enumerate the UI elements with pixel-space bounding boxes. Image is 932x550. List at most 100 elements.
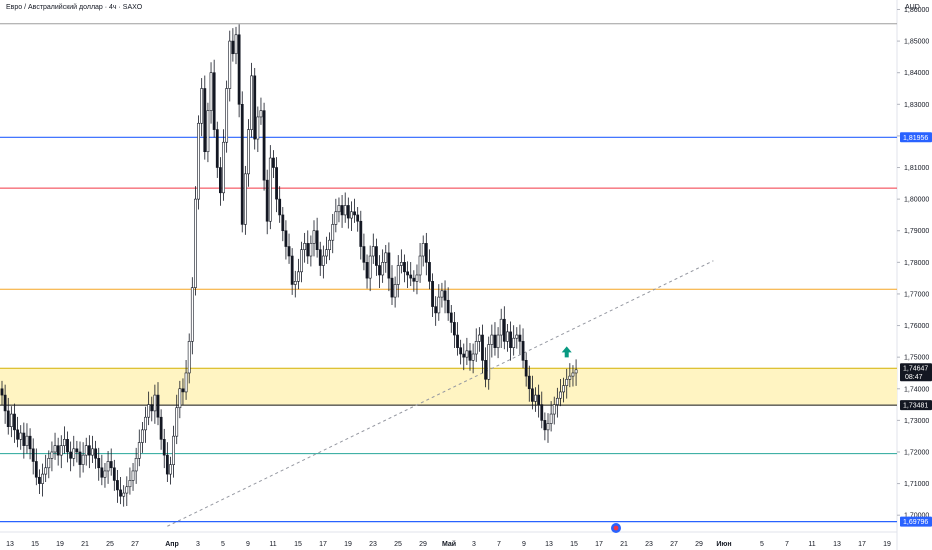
- candle-body: [41, 473, 44, 484]
- x-tick-label: 3: [196, 541, 200, 548]
- candle-body: [194, 198, 197, 288]
- candle-body: [456, 334, 459, 348]
- candle-body: [449, 312, 453, 323]
- candle-body: [443, 290, 447, 301]
- candle-body: [393, 284, 397, 298]
- candle-body: [340, 205, 344, 216]
- x-tick-label: 23: [369, 541, 377, 548]
- countdown-label: 08:47: [905, 374, 923, 381]
- candle-body: [131, 470, 135, 481]
- candle-body: [153, 394, 157, 412]
- x-tick-label: 25: [394, 541, 402, 548]
- candle-body: [353, 211, 356, 216]
- candle-body: [346, 205, 350, 219]
- x-tick-label: 13: [833, 541, 841, 548]
- candle-body: [403, 262, 406, 273]
- candle-body: [13, 413, 16, 431]
- candle-body: [0, 388, 4, 396]
- candle-body: [47, 458, 51, 469]
- candle-body: [303, 243, 307, 250]
- candle-body: [94, 448, 98, 459]
- candle-body: [178, 388, 182, 409]
- candle-body: [309, 243, 313, 257]
- candle-body: [284, 230, 288, 247]
- x-tick-label: 19: [883, 541, 891, 548]
- y-tick-label: 1,86000: [904, 7, 929, 14]
- candle-body: [219, 167, 222, 194]
- x-tick-label: Май: [442, 540, 456, 548]
- candle-body: [215, 129, 219, 168]
- candle-body: [296, 271, 300, 282]
- candle-body: [66, 439, 69, 453]
- x-tick-label: 11: [269, 541, 276, 548]
- candle-body: [428, 262, 431, 282]
- y-tick-label: 1,73000: [904, 418, 929, 425]
- candle-body: [334, 211, 338, 225]
- y-tick-label: 1,70000: [904, 513, 929, 520]
- candle-body: [521, 341, 525, 361]
- candle-body: [287, 246, 291, 257]
- candle-body: [172, 435, 176, 465]
- candle-body: [125, 486, 129, 494]
- candle-body: [28, 435, 32, 450]
- candle-body: [350, 211, 353, 219]
- candle-body: [62, 439, 66, 446]
- candle-body: [119, 489, 122, 497]
- x-tick-label: 13: [6, 541, 14, 548]
- candle-body: [156, 394, 160, 418]
- level-price-badge: [900, 400, 932, 411]
- candle-body: [250, 75, 254, 130]
- x-tick-label: 17: [319, 541, 327, 548]
- candle-body: [381, 262, 385, 276]
- candle-body: [91, 448, 94, 456]
- candle-body: [243, 173, 247, 225]
- candle-body: [165, 454, 169, 475]
- candle-body: [22, 432, 26, 446]
- candle-body: [446, 299, 450, 314]
- candle-body: [471, 353, 475, 361]
- candle-body: [555, 397, 559, 405]
- candle-body: [272, 157, 275, 168]
- candle-body: [396, 265, 400, 285]
- candle-body: [253, 75, 257, 140]
- current-price-label: 1,74647: [903, 366, 928, 373]
- candle-body: [53, 445, 57, 453]
- currency-label: AUD: [905, 4, 920, 11]
- candle-body: [452, 322, 456, 336]
- candle-body: [81, 454, 85, 465]
- candle-body: [181, 388, 185, 393]
- candle-body: [159, 416, 163, 440]
- candle-body: [19, 432, 23, 440]
- level-price-label: 1,81956: [903, 135, 928, 142]
- x-tick-label: 7: [785, 541, 789, 548]
- candle-body: [237, 34, 241, 105]
- candle-body: [275, 167, 278, 200]
- candles: [0, 24, 578, 507]
- candle-body: [256, 116, 260, 140]
- flag-icon-center: [613, 525, 619, 531]
- candle-body: [384, 252, 388, 263]
- candle-body: [103, 470, 107, 478]
- candle-body: [312, 230, 316, 244]
- candle-body: [222, 141, 225, 194]
- candle-body: [281, 214, 285, 232]
- candle-body: [506, 331, 509, 342]
- candle-body: [387, 252, 391, 279]
- candle-body: [128, 480, 132, 488]
- candle-body: [474, 341, 478, 355]
- candle-body: [16, 429, 20, 440]
- candle-body: [25, 435, 29, 446]
- candle-body: [247, 129, 250, 175]
- x-tick-label: 29: [695, 541, 703, 548]
- candle-body: [290, 255, 294, 285]
- candle-body: [362, 246, 366, 263]
- candle-body: [169, 464, 172, 475]
- candle-body: [527, 375, 531, 390]
- candle-body: [268, 157, 272, 222]
- candle-body: [571, 372, 575, 377]
- x-tick-label: 17: [858, 541, 866, 548]
- candle-body: [50, 451, 54, 459]
- candle-body: [468, 350, 472, 361]
- candle-body: [534, 394, 537, 402]
